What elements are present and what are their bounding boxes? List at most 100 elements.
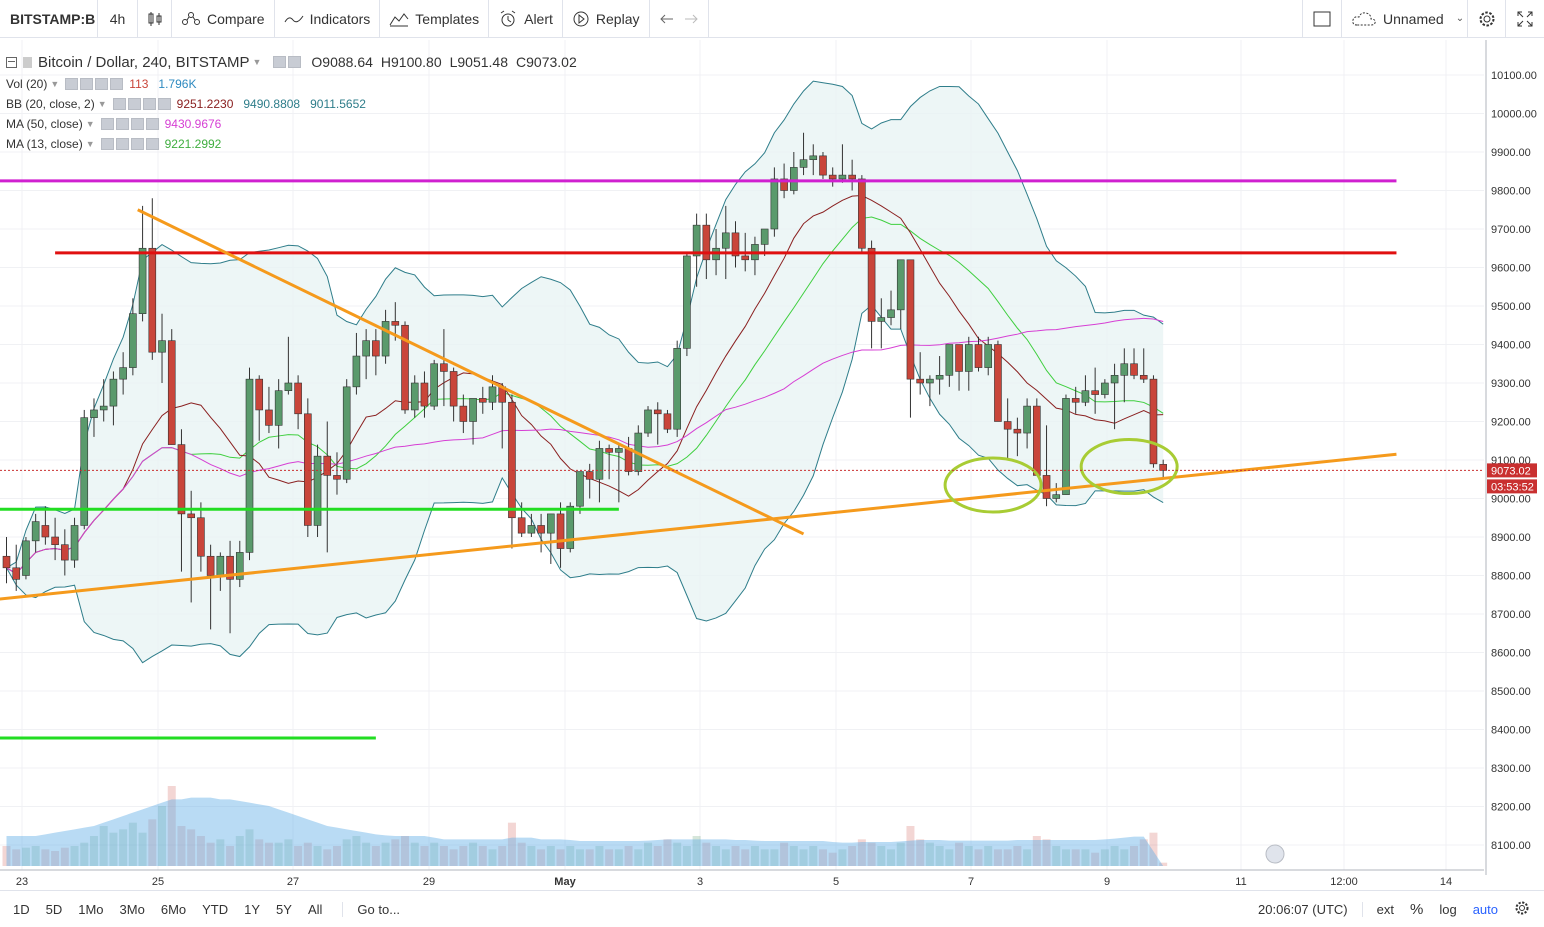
ext-toggle[interactable]: ext [1361,901,1402,917]
bb-upper-value: 9490.8808 [243,97,301,111]
clock-time: 20:06:07 (UTC) [1258,901,1348,917]
current-price-label: 9073.02 [1491,465,1531,477]
add-icon[interactable] [130,118,144,130]
interval-button[interactable]: 4h [98,0,138,37]
settings-icon[interactable] [1506,900,1544,919]
candle-body [906,259,915,380]
ma50-name[interactable]: MA (50, close) [6,117,83,131]
candle-body [770,178,779,230]
chevron-down-icon[interactable]: ▼ [97,99,107,109]
range-5d[interactable]: 5D [45,901,63,917]
volume-bar [138,832,147,866]
settings-icon[interactable] [80,78,94,90]
layout-name-button[interactable]: Unnamed ⌄ [1342,0,1468,37]
log-toggle[interactable]: log [1439,901,1457,917]
range-1d[interactable]: 1D [13,901,30,917]
percent-toggle[interactable]: % [1409,900,1424,918]
settings-button[interactable] [1468,0,1506,37]
undo-button[interactable] [650,0,679,37]
volume-bar [993,849,1002,866]
candle-body [624,448,633,472]
compare-button[interactable]: Compare [172,0,275,37]
volume-bar [264,842,273,866]
volume-bar [119,829,128,866]
highlight-ellipse [943,456,1043,514]
candle-body [1033,405,1041,476]
close-icon[interactable] [157,98,171,110]
candle-body [430,363,438,407]
eye-icon[interactable] [65,78,79,90]
add-icon[interactable] [95,78,109,90]
range-3mo[interactable]: 3Mo [119,901,145,917]
settings-icon[interactable] [115,118,129,130]
eye-icon[interactable] [100,138,114,150]
chevron-down-icon[interactable]: ▼ [252,57,262,67]
eye-icon[interactable] [273,56,287,68]
eye-icon[interactable] [112,98,126,110]
close-icon[interactable] [145,138,159,150]
bb-name[interactable]: BB (20, close, 2) [6,97,95,111]
volume-bar [1042,839,1051,866]
volume-bar [682,846,691,866]
candle-body [935,374,944,380]
volume-bar [692,836,701,866]
range-6mo[interactable]: 6Mo [160,901,187,917]
range-1y[interactable]: 1Y [244,901,261,917]
range-ytd[interactable]: YTD [202,901,229,917]
time-tick-label: May [554,876,576,888]
settings-icon[interactable] [127,98,141,110]
add-icon[interactable] [142,98,156,110]
chevron-down-icon[interactable]: ▼ [85,139,95,149]
range-all[interactable]: All [307,901,323,917]
goto-button[interactable]: Go to... [342,901,408,917]
price-chart[interactable]: 10100.00 10000.00 9900.00 9800.00 9700.00 960… [0,40,1544,890]
cloud-icon [1351,11,1377,27]
replay-button[interactable]: Replay [563,0,650,37]
chart-pane[interactable]: 10100.00 10000.00 9900.00 9800.00 9700.00 960… [0,40,1544,926]
volume-bar [653,846,662,866]
templates-button[interactable]: Templates [380,0,490,37]
bollinger-lower-line [6,304,1164,664]
price-tick-label: 8500.00 [1491,686,1531,698]
chevron-down-icon[interactable]: ▼ [50,79,60,89]
time-tick-label: 12:00 [1330,876,1358,888]
series-title[interactable]: Bitcoin / Dollar, 240, BITSTAMP [38,53,250,71]
ma13-name[interactable]: MA (13, close) [6,137,83,151]
bar-style-button[interactable] [138,0,172,37]
close-icon[interactable] [110,78,124,90]
range-1mo[interactable]: 1Mo [78,901,104,917]
settings-icon[interactable] [115,138,129,150]
collapse-icon[interactable] [6,56,17,68]
price-tick-label: 8200.00 [1491,802,1531,814]
price-tick-label: 8400.00 [1491,725,1531,737]
volume-bar [274,842,283,866]
chevron-down-icon[interactable]: ▼ [85,119,95,129]
ma13-line [6,195,1164,575]
candle-body [109,378,118,407]
range-5y[interactable]: 5Y [276,901,292,917]
symbol-search[interactable]: BITSTAMP:B [0,0,98,37]
bottom-bar: 1D 5D 1Mo 3Mo 6Mo YTD 1Y 5Y All Go to...… [0,890,1544,927]
price-tick-label: 9400.00 [1491,340,1531,352]
compare-label: Compare [207,10,265,27]
layout-button[interactable] [1302,0,1342,37]
volume-bar [945,849,954,866]
add-icon[interactable] [130,138,144,150]
close-icon[interactable] [145,118,159,130]
redo-button[interactable] [679,0,709,37]
volume-bar [187,829,196,866]
candle-body [877,317,886,322]
alert-button[interactable]: Alert [489,0,563,37]
settings-icon[interactable] [288,56,302,68]
volume-bar [1013,846,1022,866]
fullscreen-button[interactable] [1506,0,1544,37]
volume-bar [877,846,886,866]
price-tick-label: 8100.00 [1491,840,1531,852]
vol-name[interactable]: Vol (20) [6,77,48,91]
volume-bar [935,846,944,866]
indicators-button[interactable]: Indicators [275,0,381,37]
volume-bar [848,846,857,866]
candle-body [440,363,448,372]
eye-icon[interactable] [100,118,114,130]
auto-toggle[interactable]: auto [1472,901,1498,917]
